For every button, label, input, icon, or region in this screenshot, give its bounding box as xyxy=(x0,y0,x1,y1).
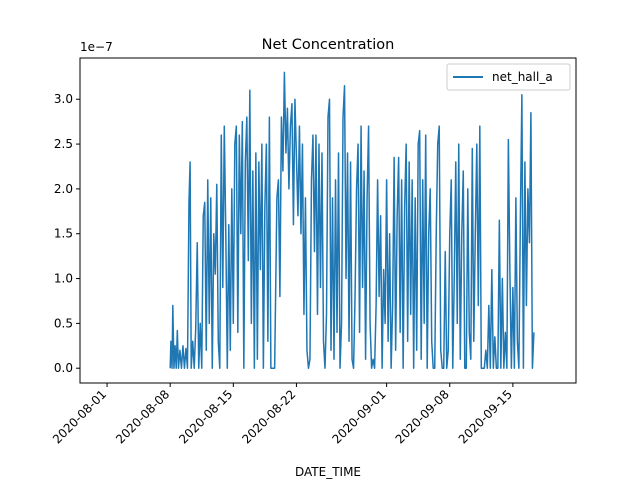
legend-label: net_hall_a xyxy=(492,70,553,84)
x-axis-label: DATE_TIME xyxy=(295,465,361,479)
y-tick-label: 1.0 xyxy=(54,272,73,286)
y-tick-label: 3.0 xyxy=(54,92,73,106)
y-tick-label: 2.5 xyxy=(54,137,73,151)
y-offset-label: 1e−7 xyxy=(80,40,113,54)
plot-area xyxy=(79,57,577,384)
legend: net_hall_a xyxy=(446,63,571,91)
y-axis-ticks: 0.0 0.5 1.0 1.5 2.0 2.5 3.0 xyxy=(54,92,80,375)
series-layer xyxy=(169,71,535,369)
series-line-net_hall_a xyxy=(169,71,535,369)
chart-title: Net Concentration xyxy=(262,37,395,53)
legend-box xyxy=(446,63,571,91)
axes-frame xyxy=(79,57,577,384)
y-tick-label: 0.5 xyxy=(54,316,73,330)
y-tick-label: 1.5 xyxy=(54,227,73,241)
y-tick-label: 0.0 xyxy=(54,361,73,375)
y-tick-label: 2.0 xyxy=(54,182,73,196)
